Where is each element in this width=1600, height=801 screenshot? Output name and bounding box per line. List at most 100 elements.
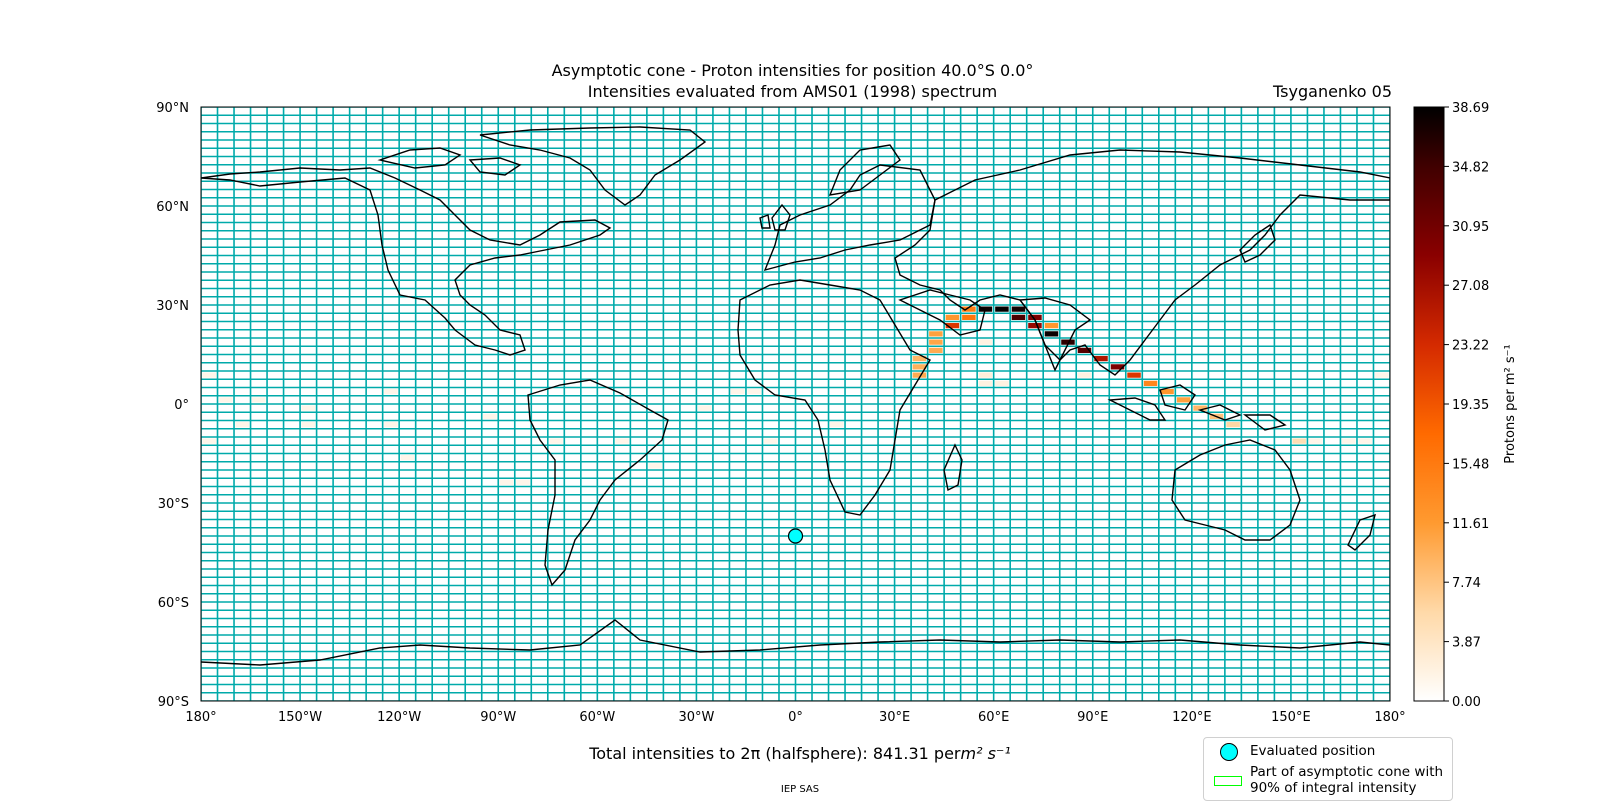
colorbar-tick-label: 27.08	[1452, 279, 1489, 294]
coast-north-america	[201, 167, 612, 356]
lat-tick-label: 90°N	[156, 101, 189, 116]
intensity-cell	[219, 397, 233, 403]
intensity-cell	[1077, 347, 1092, 353]
intensity-cell	[995, 306, 1009, 312]
intensity-cell	[252, 397, 266, 403]
lon-tick-label: 150°E	[1271, 710, 1311, 725]
intensity-cell	[301, 422, 316, 428]
colorbar-tick-label: 34.82	[1452, 160, 1489, 175]
colorbar-tick-label: 23.22	[1452, 339, 1489, 354]
intensity-cell	[1077, 372, 1092, 378]
intensity-cell	[730, 389, 745, 395]
lon-tick-label: 30°W	[678, 710, 714, 725]
legend-cone-part-icon	[1214, 776, 1242, 786]
intensity-cell	[978, 306, 993, 312]
colorbar-tick-labels: 38.69 34.82 30.95 27.08 23.22 19.35 15.48 11.61…	[1444, 101, 1489, 710]
intensity-cell	[516, 479, 530, 485]
lon-tick-label: 150°W	[278, 710, 322, 725]
coast-greenland	[479, 126, 707, 206]
legend-cone-part-label-line2: 90% of integral intensity	[1250, 780, 1417, 796]
coast-japan	[1239, 223, 1276, 263]
intensity-cell	[962, 314, 976, 320]
lon-tick-label: 120°W	[377, 710, 421, 725]
intensity-cell	[549, 438, 563, 444]
legend-evaluated-position-label: Evaluated position	[1250, 743, 1376, 759]
cone-grid	[201, 107, 1390, 701]
coast-africa	[737, 279, 931, 516]
total-intensity-prefix: Total intensities to 2π (halfsphere): 84…	[589, 744, 961, 763]
coast-scandinavia	[828, 144, 901, 196]
legend-evaluated-position-icon	[1220, 743, 1238, 761]
lon-tick-label: 120°E	[1172, 710, 1212, 725]
intensity-cell	[978, 380, 993, 386]
lon-tick-label: 90°E	[1077, 710, 1108, 725]
intensity-cell	[1226, 422, 1240, 428]
legend-cone-part-label-line1: Part of asymptotic cone with	[1250, 764, 1444, 780]
lon-tick-label: 180°	[185, 710, 216, 725]
lon-tick-label: 90°W	[480, 710, 516, 725]
chart-title: Asymptotic cone - Proton intensities for…	[551, 61, 1034, 80]
intensity-cell	[301, 405, 316, 411]
latitude-tick-labels: 90°N 60°N 30°N 0° 30°S 60°S 90°S	[156, 101, 189, 710]
colorbar-tick-label: 19.35	[1452, 398, 1489, 413]
intensity-cell	[1193, 405, 1207, 411]
intensity-cell	[202, 438, 217, 444]
intensity-cell	[400, 455, 415, 461]
lon-tick-label: 0°	[788, 710, 803, 725]
intensity-cell	[978, 339, 993, 345]
intensity-cell	[1127, 372, 1141, 378]
intensity-cell	[697, 405, 712, 411]
lat-tick-label: 60°N	[156, 200, 189, 215]
intensity-cell	[648, 463, 662, 469]
intensity-cell	[1341, 438, 1356, 444]
colorbar-tick-label: 7.74	[1452, 576, 1481, 591]
coast-australia	[1171, 439, 1301, 541]
colorbar	[1413, 106, 1445, 702]
coast-se-asia-islands	[1107, 384, 1287, 431]
intensity-cell	[1011, 306, 1026, 312]
coast-south-america	[527, 379, 669, 587]
coast-india	[1018, 297, 1092, 372]
lat-tick-label: 30°N	[156, 299, 189, 314]
coast-arctic-islands	[377, 147, 522, 176]
intensity-cell	[945, 314, 960, 320]
coast-british-isles	[759, 203, 791, 231]
intensity-cell	[912, 356, 927, 362]
coast-new-zealand	[1347, 513, 1376, 551]
intensity-cell	[1044, 331, 1059, 337]
intensity-cells	[202, 306, 1389, 485]
intensity-cell	[1011, 314, 1026, 320]
intensity-cell	[384, 422, 398, 428]
intensity-cell	[384, 389, 398, 395]
lat-tick-label: 0°	[174, 398, 189, 413]
intensity-cell	[1028, 314, 1042, 320]
lon-tick-label: 60°E	[978, 710, 1009, 725]
intensity-cell	[995, 380, 1009, 386]
intensity-cell	[1160, 389, 1174, 395]
coastlines	[201, 126, 1390, 666]
map-frame	[200, 106, 1391, 702]
intensity-cell	[235, 422, 250, 428]
intensity-cell	[945, 323, 960, 329]
intensity-cell	[912, 372, 927, 378]
intensity-cell	[830, 422, 844, 428]
coast-asia	[894, 149, 1390, 376]
credit-label: IEP SAS	[780, 784, 820, 795]
total-intensity-text: Total intensities to 2π (halfsphere): 84…	[0, 744, 1600, 763]
colorbar-tick-label: 38.69	[1452, 101, 1489, 116]
colorbar-tick-label: 30.95	[1452, 220, 1489, 235]
colorbar-tick-label: 0.00	[1452, 695, 1481, 710]
lat-tick-label: 30°S	[158, 497, 189, 512]
coast-antarctica	[201, 619, 1390, 666]
intensity-cell	[929, 339, 943, 345]
intensity-cell	[483, 413, 497, 419]
colorbar-tick-label: 11.61	[1452, 517, 1489, 532]
intensity-cell	[1374, 372, 1389, 378]
colorbar-label: Protons per m² s⁻¹	[1503, 344, 1518, 463]
total-intensity-unit: m² s⁻¹	[960, 744, 1011, 763]
lon-tick-label: 60°W	[579, 710, 615, 725]
chart-subtitle: Intensities evaluated from AMS01 (1998) …	[587, 82, 998, 101]
intensity-cell	[615, 438, 629, 444]
coast-madagascar	[943, 443, 963, 492]
intensity-cell	[1308, 438, 1323, 444]
